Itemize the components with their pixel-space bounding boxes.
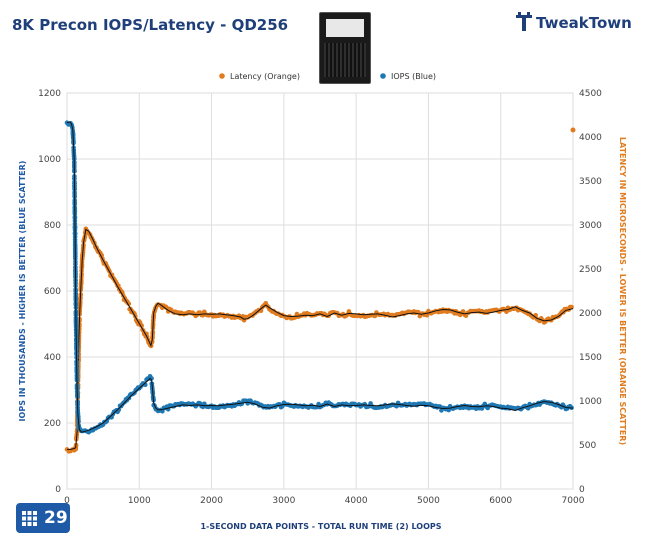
chart-title: 8K Precon IOPS/Latency - QD256 (12, 16, 289, 34)
legend: Latency (Orange) IOPS (Blue) (219, 72, 436, 81)
y-left-tick-label: 400 (44, 353, 61, 363)
legend-marker (380, 73, 386, 79)
y-left-tick-label: 800 (44, 221, 61, 231)
y-left-tick-label: 1200 (38, 89, 61, 99)
y-right-tick-label: 500 (579, 441, 596, 451)
x-tick-label: 3000 (272, 496, 295, 506)
tick-labels: 0 1000 2000 3000 4000 5000 6000 700002004006008… (38, 89, 602, 506)
legend-marker (219, 73, 225, 79)
y-right-tick-label: 1000 (579, 397, 602, 407)
y-right-tick-label: 2500 (579, 265, 602, 275)
grid-lines (66, 92, 574, 490)
y-axis-left-label: IOPS IN THOUSANDS - HIGHER IS BETTER (BL… (18, 161, 27, 422)
y-axis-right-label: LATENCY IN MICROSECONDS - LOWER IS BETTE… (618, 137, 627, 445)
x-axis-label: 1-SECOND DATA POINTS - TOTAL RUN TIME (2… (200, 522, 441, 531)
legend-label: IOPS (Blue) (391, 72, 436, 81)
y-left-tick-label: 0 (55, 485, 61, 495)
tweaktown-logo: TweakTown (536, 14, 632, 32)
trend-line (67, 228, 574, 450)
data-point (116, 407, 122, 413)
y-right-tick-label: 3500 (579, 177, 602, 187)
trend-line (66, 121, 574, 433)
badge-number: 29 (44, 508, 68, 528)
ssd-label (326, 19, 364, 37)
page-badge: 29 (16, 503, 70, 533)
x-tick-label: 4000 (345, 496, 368, 506)
x-tick-label: 1000 (128, 496, 151, 506)
x-tick-label: 0 (64, 496, 70, 506)
y-right-tick-label: 4000 (579, 133, 602, 143)
series-layer (64, 120, 576, 454)
x-tick-label: 6000 (489, 496, 512, 506)
legend-label: Latency (Orange) (230, 72, 300, 81)
x-tick-label: 5000 (417, 496, 440, 506)
x-tick-label: 7000 (562, 496, 585, 506)
y-left-tick-label: 600 (44, 287, 61, 297)
data-point (126, 301, 132, 307)
tweaktown-logo-icon (516, 12, 532, 31)
y-right-tick-label: 2000 (579, 309, 602, 319)
data-point (139, 323, 144, 328)
ssd-product-image (319, 12, 371, 84)
y-right-tick-label: 1500 (579, 353, 602, 363)
grid-icon (22, 511, 37, 526)
ssd-texture (324, 43, 366, 77)
y-right-tick-label: 4500 (579, 89, 602, 99)
y-left-tick-label: 1000 (38, 155, 61, 165)
y-right-tick-label: 0 (579, 485, 585, 495)
y-left-tick-label: 200 (44, 419, 61, 429)
outlier-point (570, 127, 576, 133)
y-right-tick-label: 3000 (579, 221, 602, 231)
x-tick-label: 2000 (200, 496, 223, 506)
